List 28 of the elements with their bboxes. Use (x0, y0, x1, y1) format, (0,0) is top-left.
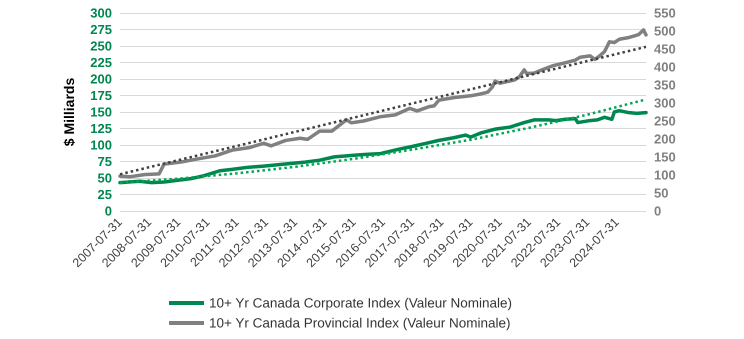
y2-tick-label: 300 (654, 96, 676, 110)
y2-tick-label: 50 (654, 186, 668, 200)
y-tick-label: 225 (90, 55, 112, 70)
y-tick-label: 50 (98, 170, 112, 186)
y-tick-label: 150 (90, 104, 112, 120)
y-tick-label: 300 (90, 6, 112, 20)
y2-tick-label: 500 (654, 24, 676, 38)
y-tick-label: 275 (90, 22, 112, 37)
y-tick-label: 125 (90, 121, 112, 136)
y-tick-label: 200 (90, 72, 112, 86)
y2-tick-label: 450 (654, 42, 676, 56)
y2-tick-label: 0 (654, 204, 662, 218)
y2-tick-label: 250 (654, 114, 676, 128)
y-tick-label: 25 (98, 187, 112, 202)
y2-tick-label: 200 (654, 132, 676, 146)
y-tick-label: 75 (98, 154, 112, 169)
y-tick-label: 250 (90, 38, 112, 54)
y-tick-label: 100 (90, 138, 112, 152)
y-axis-title: $ Milliards (61, 78, 77, 146)
y-tick-label: 175 (90, 88, 112, 103)
y2-tick-label: 100 (654, 168, 676, 182)
y2-tick-label: 150 (654, 150, 676, 164)
legend-label: 10+ Yr Canada Provincial Index (Valeur Nominale) (209, 316, 511, 330)
legend-label: 10+ Yr Canada Corporate Index (Valeur Nominale) (209, 296, 512, 310)
y2-tick-label: 350 (654, 78, 676, 92)
y2-tick-label: 550 (654, 6, 676, 20)
y-tick-label: 0 (104, 204, 112, 218)
y2-tick-label: 400 (654, 60, 676, 74)
